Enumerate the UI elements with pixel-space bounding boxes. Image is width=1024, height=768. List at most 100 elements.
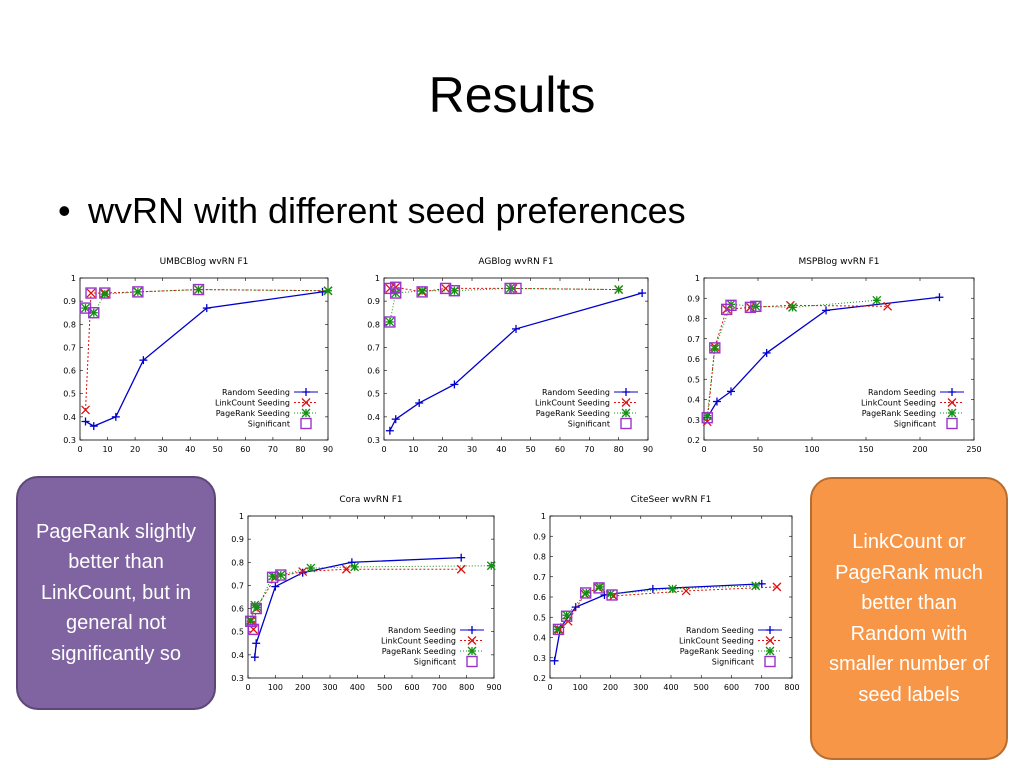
data-point-pagerank — [505, 283, 515, 293]
y-tick-label: 1 — [695, 274, 700, 283]
x-tick-label: 600 — [404, 683, 419, 692]
marker-stroke — [614, 285, 624, 295]
marker-stroke — [390, 281, 402, 293]
data-point-pagerank — [323, 286, 333, 296]
data-point-pagerank — [486, 561, 496, 571]
data-point-pagerank — [872, 295, 882, 305]
marker-stroke — [560, 610, 573, 622]
marker-stroke — [593, 582, 605, 594]
data-point-random — [385, 426, 394, 435]
marker-stroke — [595, 582, 605, 592]
legend-marker-pagerank — [467, 646, 477, 656]
x-tick-label: 50 — [526, 445, 536, 454]
data-point-pagerank — [350, 562, 360, 572]
callout-pagerank-vs-linkcount: PageRank slightly better than LinkCount,… — [16, 476, 216, 710]
marker-stroke — [553, 624, 563, 634]
bullet-icon: • — [58, 190, 71, 231]
x-tick-label: 300 — [633, 683, 648, 692]
chart-title: AGBlog wvRN F1 — [478, 257, 553, 267]
legend-label: Significant — [248, 420, 290, 429]
significant-marker — [750, 300, 762, 313]
y-tick-label: 0.9 — [687, 294, 700, 303]
x-tick-label: 100 — [804, 445, 819, 454]
marker-stroke — [298, 567, 308, 577]
legend-label: Random Seeding — [686, 626, 754, 635]
data-point-random — [415, 398, 424, 407]
data-point-random — [250, 653, 259, 662]
data-point-pagerank — [751, 581, 761, 591]
marker-stroke — [764, 655, 776, 668]
chart-title: MSPBlog wvRN F1 — [798, 257, 879, 267]
x-tick-label: 40 — [496, 445, 506, 454]
x-tick-label: 30 — [467, 445, 477, 454]
significant-marker — [99, 287, 111, 299]
marker-stroke — [710, 344, 720, 354]
legend-label: Random Seeding — [542, 388, 610, 397]
legend-label: Random Seeding — [388, 626, 456, 635]
significant-marker — [504, 282, 516, 295]
callout-smaller-seed-sets: LinkCount or PageRank much better than R… — [810, 477, 1008, 760]
significant-marker — [390, 287, 402, 299]
marker-stroke — [441, 283, 451, 293]
marker-stroke — [751, 581, 761, 591]
data-point-pagerank — [614, 285, 624, 295]
legend-label: Random Seeding — [222, 388, 290, 397]
significant-marker — [88, 307, 100, 319]
slide-title: Results — [428, 67, 596, 123]
data-point-linkcount — [86, 288, 96, 298]
marker-stroke — [323, 286, 333, 296]
marker-stroke — [85, 287, 97, 299]
legend-marker-significant — [466, 655, 478, 668]
legend-label: Random Seeding — [868, 388, 936, 397]
data-point-linkcount — [456, 564, 466, 574]
marker-stroke — [872, 295, 882, 305]
series-line-random — [706, 296, 940, 419]
marker-stroke — [606, 589, 615, 599]
marker-stroke — [504, 282, 516, 295]
data-point-pagerank — [606, 589, 615, 599]
x-tick-label: 900 — [486, 683, 501, 692]
marker-stroke — [253, 602, 263, 612]
marker-stroke — [709, 342, 721, 354]
marker-stroke — [439, 282, 452, 295]
marker-stroke — [266, 571, 279, 584]
marker-stroke — [88, 307, 100, 319]
x-tick-label: 20 — [438, 445, 448, 454]
marker-stroke — [250, 602, 262, 615]
marker-stroke — [350, 562, 360, 572]
marker-stroke — [552, 623, 565, 636]
y-tick-label: 0.4 — [687, 396, 700, 405]
legend-label: LinkCount Seeding — [381, 637, 456, 646]
marker-stroke — [620, 417, 632, 430]
marker-stroke — [750, 300, 762, 313]
x-tick-label: 90 — [323, 445, 333, 454]
data-point-random — [202, 304, 211, 313]
x-tick-label: 100 — [573, 683, 588, 692]
chart-agblog: AGBlog wvRN F1 0 10 20 30 40 50 60 70 80 90 0.3 0.4 0… — [367, 257, 653, 454]
y-tick-label: 1 — [239, 512, 244, 521]
legend-label: LinkCount Seeding — [215, 399, 290, 408]
legend-marker-significant — [764, 655, 776, 668]
y-tick-label: 0.7 — [687, 335, 700, 344]
significant-marker — [701, 412, 713, 424]
data-point-random — [727, 387, 735, 396]
marker-stroke — [194, 285, 203, 295]
x-tick-label: 0 — [77, 445, 82, 454]
marker-stroke — [275, 569, 287, 581]
legend-label: PageRank Seeding — [862, 409, 936, 418]
x-tick-label: 500 — [694, 683, 709, 692]
marker-stroke — [467, 636, 477, 645]
x-tick-label: 250 — [966, 445, 981, 454]
marker-stroke — [247, 623, 260, 636]
legend-label: PageRank Seeding — [536, 409, 610, 418]
marker-stroke — [725, 299, 737, 312]
marker-stroke — [579, 587, 592, 599]
y-tick-label: 0.5 — [231, 628, 244, 637]
marker-stroke — [449, 286, 459, 296]
significant-marker — [579, 587, 592, 599]
y-tick-label: 0.8 — [687, 315, 700, 324]
data-point-pagerank — [449, 286, 459, 296]
x-tick-label: 60 — [240, 445, 250, 454]
legend-marker-significant — [946, 417, 958, 430]
marker-stroke — [609, 591, 618, 601]
